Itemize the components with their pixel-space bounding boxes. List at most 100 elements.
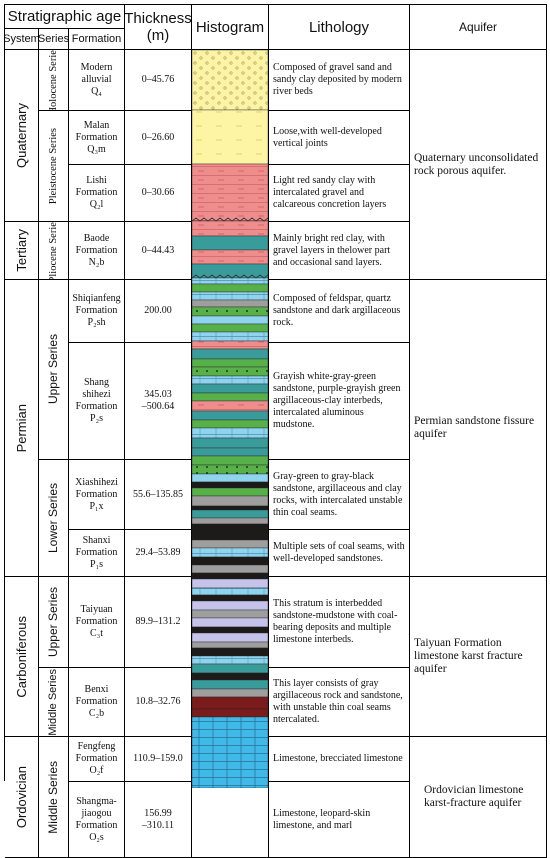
histogram-band <box>192 340 268 350</box>
thickness-o2f: 110.9–159.0 <box>125 737 192 782</box>
header-aquifer: Aquifer <box>410 5 547 50</box>
histogram-band <box>192 383 268 394</box>
histogram-band <box>192 594 268 602</box>
histogram-band <box>192 708 268 718</box>
lithology-q4: Composed of gravel sand and sandy clay d… <box>269 50 410 111</box>
thickness-p2sh: 200.00 <box>125 280 192 343</box>
formation-lishi: Lishi Formation Q₂l <box>69 165 125 222</box>
header-thickness: Thickness (m) <box>125 5 192 50</box>
series-holocene: Holocene Series <box>39 50 69 111</box>
histogram-band <box>192 306 268 317</box>
histogram-band <box>192 323 268 333</box>
lithology-p1s: Multiple sets of coal seams, with well-d… <box>269 530 410 577</box>
series-upper-carboniferous: Upper Series <box>39 577 69 668</box>
thickness-c3t: 89.9–131.2 <box>125 577 192 668</box>
formation-baode: Baode Formation N₂b <box>69 222 125 280</box>
thickness-q2l: 0–30.66 <box>125 165 192 222</box>
thickness-q4: 0–45.76 <box>125 50 192 111</box>
histogram-band <box>192 291 268 301</box>
series-pleistocene: Pleistocene Series <box>39 111 69 222</box>
histogram-band <box>192 331 268 342</box>
series-middle-ordovician: Middle Series <box>39 737 69 858</box>
aquifer-quaternary: Quaternary unconsolidated rock porous aq… <box>410 50 547 280</box>
histogram-band <box>192 688 268 698</box>
formation-shangmajiaogou: Shangma-jiaogou Formation O₂s <box>69 782 125 858</box>
histogram-band <box>192 410 268 421</box>
histogram-band-red-clay <box>192 220 268 237</box>
histogram-band <box>192 556 268 566</box>
formation-benxi: Benxi Formation C₂b <box>69 668 125 737</box>
thickness-p2s: 345.03 –500.64 <box>125 343 192 460</box>
histogram-band-limestone <box>192 716 268 788</box>
histogram-band <box>192 679 268 690</box>
histogram-band <box>192 655 268 665</box>
formation-modern-alluvial: Modern alluvial Q₄ <box>69 50 125 111</box>
formation-taiyuan: Taiyuan Formation C₃t <box>69 577 125 668</box>
thickness-p1x: 55.6–135.85 <box>125 460 192 530</box>
histogram-band <box>192 419 268 429</box>
histogram-band <box>192 523 268 541</box>
histogram-band <box>192 315 268 325</box>
series-upper-permian: Upper Series <box>39 280 69 460</box>
histogram-column <box>192 50 269 858</box>
thickness-n2b: 0–44.43 <box>125 222 192 280</box>
lithology-p1x: Gray-green to gray-black sandstone, argi… <box>269 460 410 530</box>
histogram-band <box>192 464 268 475</box>
formation-shiqianfeng: Shiqianfeng Formation P₂sh <box>69 280 125 343</box>
header-series: Series <box>39 29 69 50</box>
histogram-band <box>192 663 268 674</box>
histogram-band <box>192 641 268 649</box>
thickness-p1s: 29.4–53.89 <box>125 530 192 577</box>
header-thickness-label: Thickness <box>125 10 192 27</box>
histogram-svg <box>192 50 268 788</box>
histogram-band <box>192 348 268 360</box>
histogram-band <box>192 647 268 657</box>
lithology-n2b: Mainly bright red clay, with gravel laye… <box>269 222 410 280</box>
stratigraphic-table: Stratigraphic age Thickness (m) Histogra… <box>4 4 547 858</box>
formation-shangshihezi: Shang shihezi Formation P₂s <box>69 343 125 460</box>
histogram-band <box>192 392 268 402</box>
header-formation: Formation <box>69 29 125 50</box>
system-quaternary: Quaternary <box>5 50 39 222</box>
header-histogram: Histogram <box>192 5 269 50</box>
series-lower-permian: Lower Series <box>39 460 69 577</box>
thickness-o2s: 156.99 –310.11 <box>125 782 192 858</box>
system-permian: Permian <box>5 280 39 577</box>
histogram-band <box>192 495 268 507</box>
histogram-band <box>192 481 268 489</box>
histogram-band <box>192 375 268 385</box>
histogram-band-red-clay <box>192 163 268 222</box>
header-system: System <box>5 29 39 50</box>
formation-fengfeng: Fengfeng Formation O₂f <box>69 737 125 782</box>
histogram-band <box>192 283 268 293</box>
lithology-c2b: This layer consists of gray argillaceous… <box>269 668 410 737</box>
lithology-q2l: Light red sandy clay with intercalated g… <box>269 165 410 222</box>
histogram-unconformity <box>192 274 268 279</box>
histogram-band <box>192 473 268 483</box>
formation-malan: Malan Formation Q₃m <box>69 111 125 165</box>
aquifer-ordovician: Ordovician limestone karst-fracture aqui… <box>410 737 547 858</box>
series-middle-carboniferous: Middle Series <box>39 668 69 737</box>
histogram-band <box>192 487 268 497</box>
lithology-q3m: Loose,with well-developed vertical joint… <box>269 111 410 165</box>
histogram-band <box>192 547 268 558</box>
histogram-band <box>192 509 268 519</box>
histogram-unconformity <box>192 217 268 222</box>
histogram-band <box>192 564 268 574</box>
aquifer-permian: Permian sandstone fissure aquifer <box>410 280 547 577</box>
header-lithology: Lithology <box>269 5 410 50</box>
histogram-band <box>192 505 268 511</box>
histogram-band-loess <box>192 109 268 165</box>
histogram-band <box>192 517 268 525</box>
histogram-band <box>192 626 268 634</box>
histogram-band <box>192 400 268 412</box>
histogram-band <box>192 696 268 710</box>
histogram-band <box>192 572 268 580</box>
system-carboniferous: Carboniferous <box>5 577 39 737</box>
histogram-band <box>192 358 268 368</box>
histogram-band <box>192 427 268 439</box>
histogram-band <box>192 609 268 619</box>
lithology-p2sh: Composed of feldspar, quartz sandstone a… <box>269 280 410 343</box>
header-strat-age: Stratigraphic age <box>5 5 125 29</box>
histogram-band <box>192 672 268 681</box>
